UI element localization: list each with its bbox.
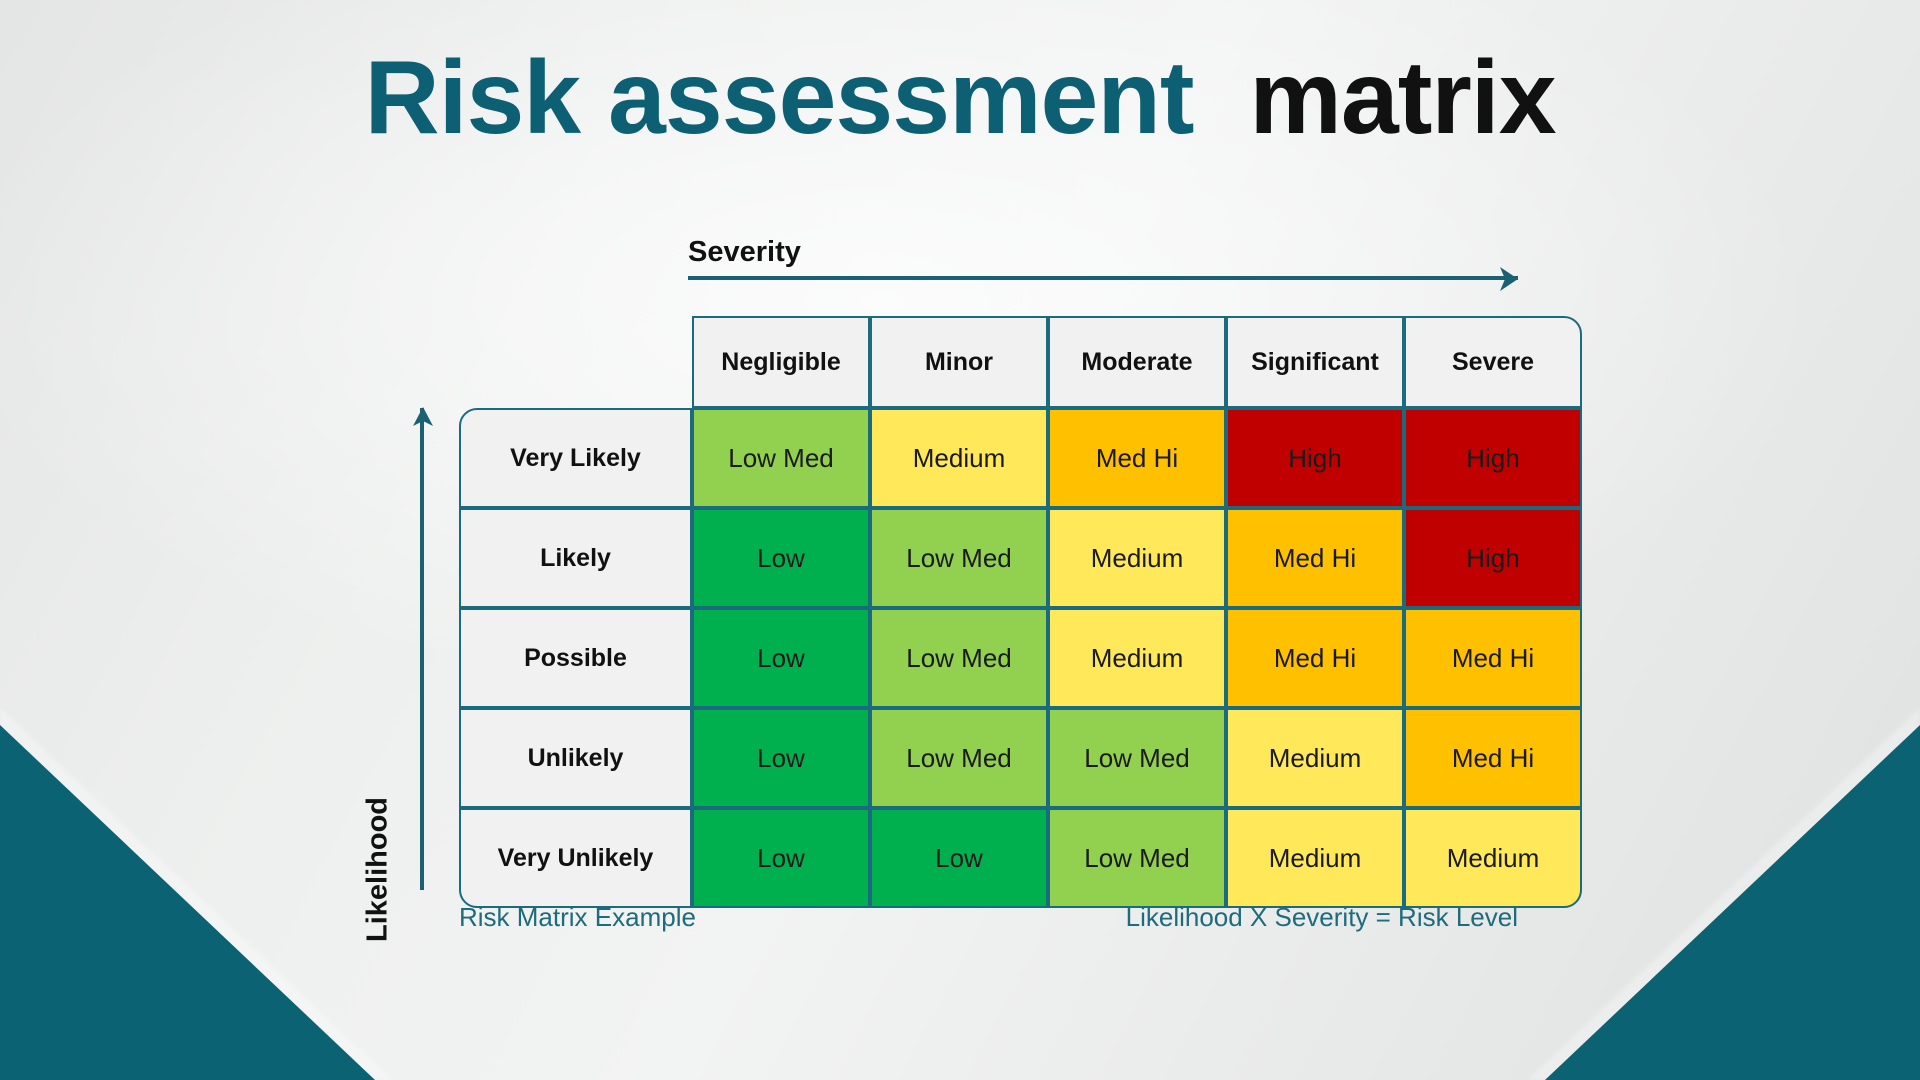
matrix-cell[interactable]: Low Med bbox=[1048, 708, 1226, 808]
likelihood-arrow-icon bbox=[413, 407, 433, 890]
column-header-minor: Minor bbox=[870, 316, 1048, 408]
row-header-unlikely: Unlikely bbox=[459, 708, 692, 808]
arrow-up-icon bbox=[413, 407, 433, 426]
matrix-cell[interactable]: High bbox=[1404, 508, 1582, 608]
matrix-cell[interactable]: Low bbox=[692, 808, 870, 908]
matrix-cell[interactable]: High bbox=[1226, 408, 1404, 508]
corner-triangle-bottom-left bbox=[0, 725, 375, 1080]
matrix-cell[interactable]: Low Med bbox=[870, 508, 1048, 608]
row-header-possible: Possible bbox=[459, 608, 692, 708]
matrix-header: Negligible Minor Moderate Significant Se… bbox=[459, 316, 1582, 408]
matrix-row: Very Unlikely Low Low Low Med Medium Med… bbox=[459, 808, 1582, 908]
likelihood-axis-label: Likelihood bbox=[361, 797, 394, 942]
caption-left: Risk Matrix Example bbox=[459, 902, 696, 932]
matrix-cell[interactable]: Low Med bbox=[870, 608, 1048, 708]
row-header-likely: Likely bbox=[459, 508, 692, 608]
matrix-cell[interactable]: High bbox=[1404, 408, 1582, 508]
matrix-cell[interactable]: Low bbox=[692, 708, 870, 808]
matrix-cell[interactable]: Med Hi bbox=[1226, 608, 1404, 708]
page-title-accent: Risk assessment bbox=[364, 40, 1194, 156]
page-title-plain: matrix bbox=[1249, 40, 1556, 156]
likelihood-arrow-shaft bbox=[420, 408, 424, 890]
matrix-row: Unlikely Low Low Med Low Med Medium Med … bbox=[459, 708, 1582, 808]
matrix-cell[interactable]: Med Hi bbox=[1048, 408, 1226, 508]
row-header-very-unlikely: Very Unlikely bbox=[459, 808, 692, 908]
matrix-cell[interactable]: Low bbox=[692, 508, 870, 608]
matrix-cell[interactable]: Med Hi bbox=[1404, 608, 1582, 708]
column-header-negligible: Negligible bbox=[692, 316, 870, 408]
matrix-cell[interactable]: Low Med bbox=[870, 708, 1048, 808]
matrix-cell[interactable]: Low bbox=[692, 608, 870, 708]
matrix-cell[interactable]: Medium bbox=[870, 408, 1048, 508]
column-header-significant: Significant bbox=[1226, 316, 1404, 408]
arrow-right-icon bbox=[1500, 267, 1518, 291]
caption-right: Likelihood X Severity = Risk Level bbox=[1125, 902, 1518, 932]
matrix-body: Very Likely Low Med Medium Med Hi High H… bbox=[459, 408, 1582, 908]
risk-matrix-table: Negligible Minor Moderate Significant Se… bbox=[459, 316, 1582, 908]
severity-axis: Severity bbox=[688, 236, 1518, 291]
matrix-header-row: Negligible Minor Moderate Significant Se… bbox=[459, 316, 1582, 408]
matrix-cell[interactable]: Medium bbox=[1404, 808, 1582, 908]
column-header-moderate: Moderate bbox=[1048, 316, 1226, 408]
likelihood-axis: Likelihood bbox=[360, 407, 433, 942]
matrix-cell[interactable]: Low Med bbox=[692, 408, 870, 508]
matrix-cell[interactable]: Med Hi bbox=[1226, 508, 1404, 608]
severity-arrow-icon bbox=[688, 267, 1518, 291]
matrix-row: Likely Low Low Med Medium Med Hi High bbox=[459, 508, 1582, 608]
matrix-cell[interactable]: Low Med bbox=[1048, 808, 1226, 908]
matrix-cell[interactable]: Medium bbox=[1226, 708, 1404, 808]
matrix-cell[interactable]: Low bbox=[870, 808, 1048, 908]
matrix-row: Possible Low Low Med Medium Med Hi Med H… bbox=[459, 608, 1582, 708]
column-header-severe: Severe bbox=[1404, 316, 1582, 408]
page-title: Risk assessment matrix bbox=[0, 43, 1920, 153]
matrix-corner-blank bbox=[459, 316, 692, 408]
row-header-very-likely: Very Likely bbox=[459, 408, 692, 508]
corner-triangle-bottom-right bbox=[1545, 725, 1920, 1080]
severity-axis-label: Severity bbox=[688, 236, 801, 268]
matrix-row: Very Likely Low Med Medium Med Hi High H… bbox=[459, 408, 1582, 508]
matrix-cell[interactable]: Medium bbox=[1226, 808, 1404, 908]
risk-matrix: Negligible Minor Moderate Significant Se… bbox=[459, 316, 1582, 908]
matrix-cell[interactable]: Medium bbox=[1048, 608, 1226, 708]
matrix-cell[interactable]: Medium bbox=[1048, 508, 1226, 608]
matrix-cell[interactable]: Med Hi bbox=[1404, 708, 1582, 808]
severity-arrow-shaft bbox=[688, 276, 1518, 280]
